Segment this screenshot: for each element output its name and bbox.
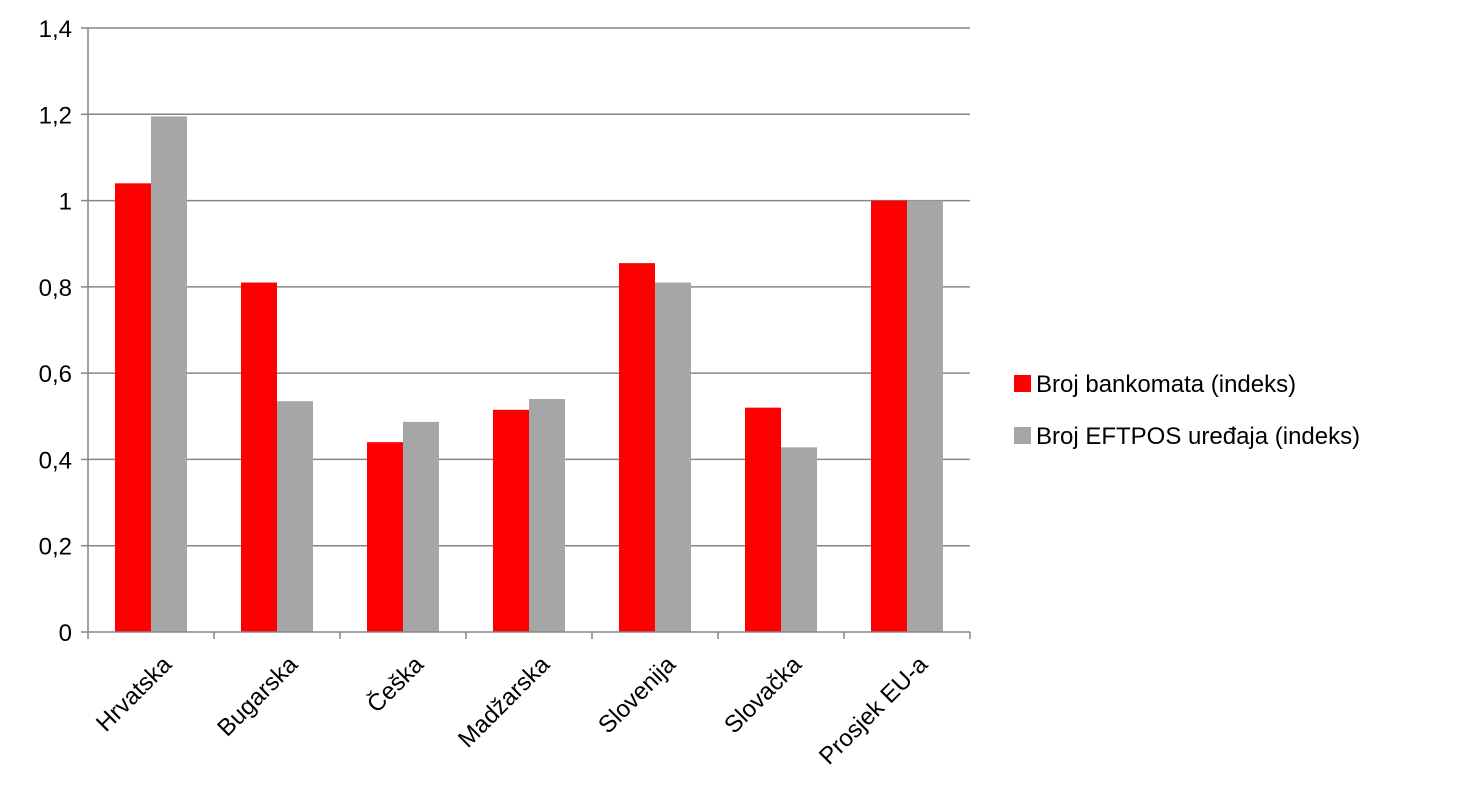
gridlines — [88, 27, 970, 547]
legend-label: Broj bankomata (indeks) — [1036, 371, 1296, 398]
x-category-label: Češka — [361, 650, 429, 718]
legend-swatch — [1014, 375, 1031, 392]
legend: Broj bankomata (indeks) Broj EFTPOS uređa… — [1014, 371, 1360, 450]
y-tick-label: 0,6 — [39, 361, 72, 388]
bar — [241, 282, 277, 632]
bar — [745, 407, 781, 632]
bar — [151, 116, 187, 632]
y-tick-label: 0,8 — [39, 275, 72, 302]
bar — [871, 200, 907, 633]
y-tick-label: 0,2 — [39, 534, 72, 561]
y-tick-label: 0 — [59, 620, 72, 647]
x-category-label: Slovačka — [719, 651, 807, 739]
bar — [367, 442, 403, 632]
axes — [81, 27, 971, 639]
x-category-label: Hrvatska — [91, 651, 178, 738]
bar — [115, 183, 151, 633]
legend-swatch — [1014, 427, 1031, 444]
y-tick-label: 1,4 — [39, 16, 72, 43]
x-category-label: Prosjek EU-a — [814, 651, 934, 771]
bar — [655, 282, 691, 632]
bar — [619, 263, 655, 632]
bar — [781, 447, 817, 632]
y-tick-label: 1 — [59, 189, 72, 216]
legend-label: Broj EFTPOS uređaja (indeks) — [1036, 423, 1360, 450]
bar — [277, 401, 313, 632]
x-category-label: Bugarska — [212, 651, 303, 742]
bars — [115, 116, 943, 633]
bar — [403, 421, 439, 632]
bar — [529, 399, 565, 632]
bar — [493, 409, 529, 632]
bar — [907, 200, 943, 633]
category-labels: Hrvatska Bugarska Češka Madžarska Slovenija S… — [91, 650, 934, 770]
y-tick-label: 0,4 — [39, 447, 72, 474]
y-tick-label: 1,2 — [39, 102, 72, 129]
x-category-label: Slovenija — [593, 651, 681, 739]
y-tick-labels: 0 0,2 0,4 0,6 0,8 1 1,2 1,4 — [39, 16, 72, 647]
x-category-label: Madžarska — [453, 651, 556, 754]
